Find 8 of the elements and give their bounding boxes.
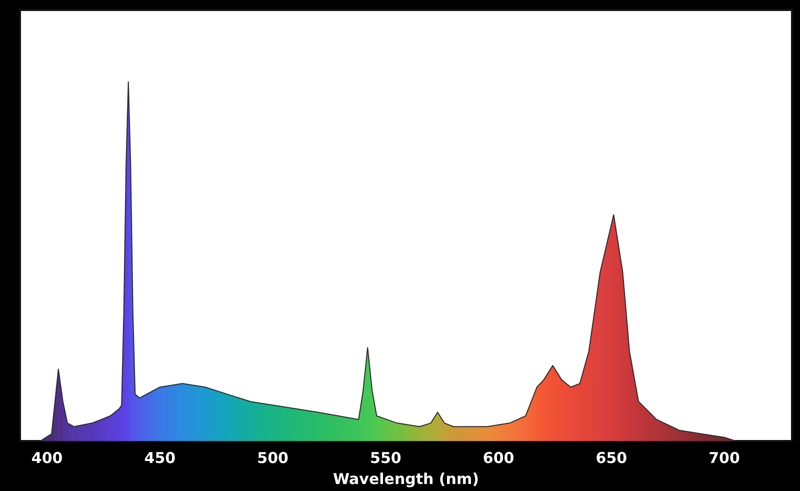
x-tick-label: 600 xyxy=(482,448,514,467)
x-tick-label: 400 xyxy=(31,448,63,467)
x-tick-label: 650 xyxy=(596,448,628,467)
x-tick-label: 450 xyxy=(144,448,176,467)
x-tick-label: 700 xyxy=(708,448,740,467)
x-tick-label: 550 xyxy=(370,448,402,467)
x-axis-title: Wavelength (nm) xyxy=(333,470,479,488)
x-tick-label: 500 xyxy=(257,448,288,467)
